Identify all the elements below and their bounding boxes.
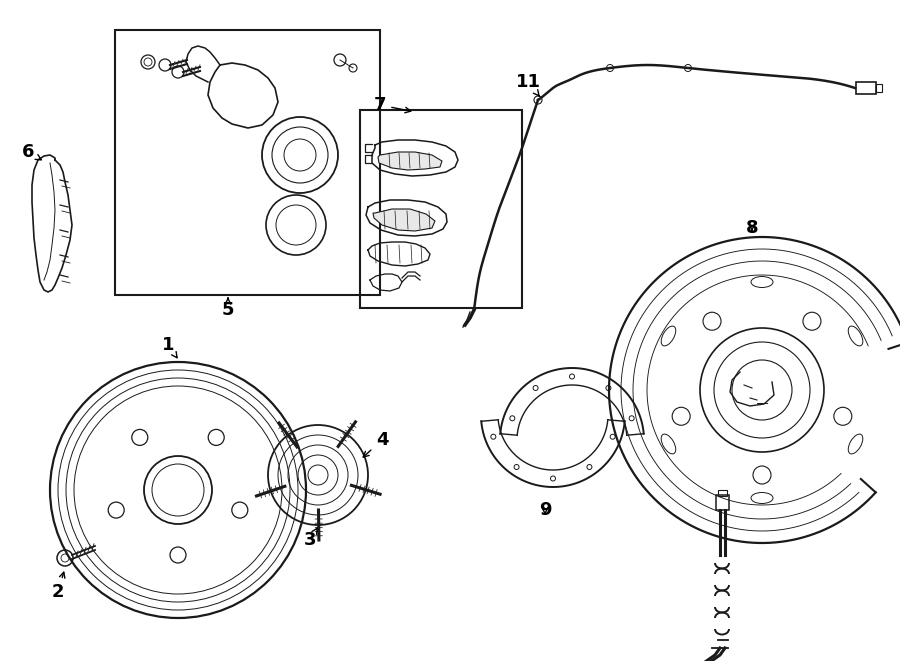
Text: 3: 3	[304, 528, 318, 549]
Bar	[856, 82, 876, 94]
Bar	[115, 30, 380, 295]
Text: 5: 5	[221, 298, 234, 319]
Bar	[876, 84, 882, 92]
Bar	[360, 110, 522, 308]
Polygon shape	[373, 209, 435, 231]
Bar	[716, 495, 729, 510]
Text: 2: 2	[52, 572, 65, 601]
Text: 4: 4	[364, 431, 388, 457]
Text: 11: 11	[516, 73, 541, 97]
Text: 9: 9	[539, 501, 551, 519]
Text: 7: 7	[374, 96, 410, 114]
Polygon shape	[378, 152, 442, 170]
Text: 8: 8	[746, 219, 759, 237]
Text: 10: 10	[0, 660, 1, 661]
Text: 1: 1	[162, 336, 177, 358]
Bar	[718, 490, 727, 496]
Text: 6: 6	[22, 143, 41, 161]
